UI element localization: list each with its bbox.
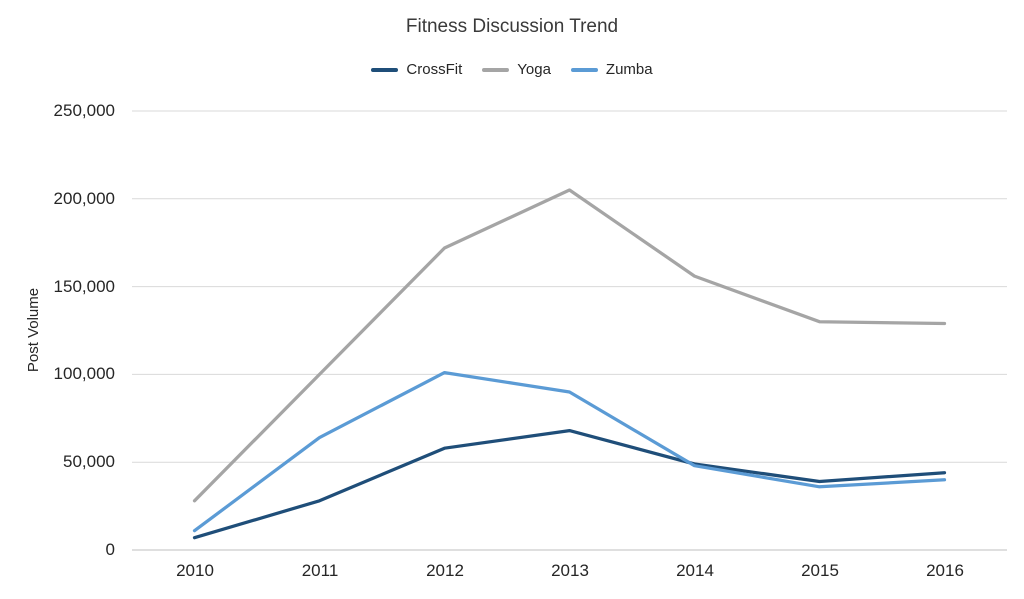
legend-item-zumba: Zumba <box>570 61 653 78</box>
x-tick-2014: 2014 <box>676 561 714 580</box>
legend-swatch-zumba <box>570 67 598 72</box>
y-tick-100000: 100,000 <box>53 364 115 383</box>
legend-label-crossfit: CrossFit <box>406 61 463 78</box>
x-tick-2015: 2015 <box>801 561 839 580</box>
legend-swatch-yoga <box>482 67 510 72</box>
y-tick-200000: 200,000 <box>53 189 115 208</box>
y-tick-0: 0 <box>105 540 115 559</box>
legend-item-crossfit: CrossFit <box>371 61 462 78</box>
x-tick-2013: 2013 <box>551 561 589 580</box>
legend-label-yoga: Yoga <box>517 61 551 78</box>
legend-swatch-crossfit <box>371 67 399 72</box>
series-line-zumba <box>192 370 947 533</box>
series-line-yoga <box>192 188 947 503</box>
x-tick-2012: 2012 <box>426 561 464 580</box>
y-tick-50000: 50,000 <box>63 452 115 471</box>
x-tick-2010: 2010 <box>176 561 214 580</box>
legend-label-zumba: Zumba <box>605 61 653 78</box>
chart-title: Fitness Discussion Trend <box>405 16 619 37</box>
y-tick-250000: 250,000 <box>53 101 115 120</box>
legend-item-yoga: Yoga <box>482 61 551 78</box>
x-tick-2016: 2016 <box>926 561 964 580</box>
legend: CrossFit Yoga Zumba <box>0 61 1024 78</box>
y-tick-150000: 150,000 <box>53 277 115 296</box>
x-tick-2011: 2011 <box>301 561 339 580</box>
series-line-crossfit <box>192 428 947 540</box>
